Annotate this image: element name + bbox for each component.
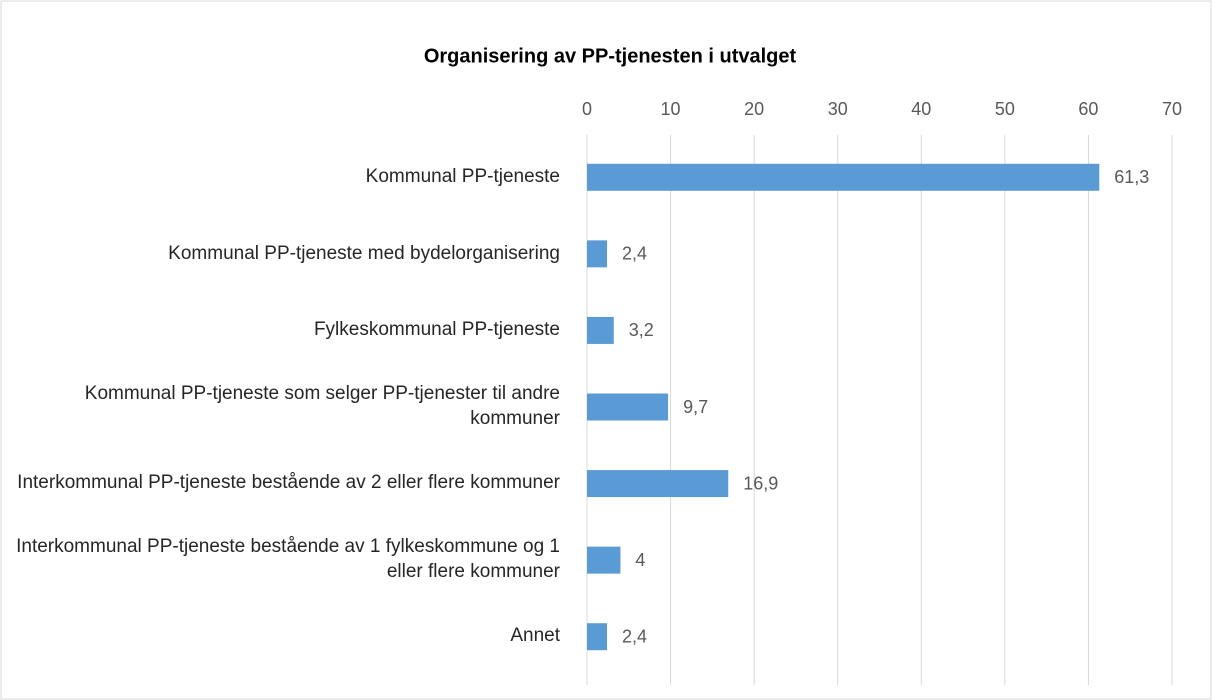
bar (587, 623, 608, 651)
x-tick-label: 10 (661, 99, 681, 119)
x-tick-label: 0 (582, 99, 592, 119)
bar (587, 163, 1100, 191)
bar (587, 546, 621, 574)
x-tick-label: 30 (828, 99, 848, 119)
x-tick-label: 50 (995, 99, 1015, 119)
value-label: 16,9 (743, 473, 778, 493)
bar (587, 393, 669, 421)
value-label: 3,2 (629, 320, 654, 340)
value-label: 2,4 (622, 244, 647, 264)
value-label: 61,3 (1114, 167, 1149, 187)
value-label: 4 (635, 550, 645, 570)
value-label: 2,4 (622, 626, 647, 646)
bar (587, 316, 614, 344)
x-tick-label: 70 (1162, 99, 1182, 119)
y-tick-label: Kommunal PP-tjeneste (365, 165, 560, 187)
y-tick-label: Interkommunal PP-tjeneste bestående av 2… (17, 472, 560, 494)
x-tick-label: 40 (911, 99, 931, 119)
y-tick-label: Interkommunal PP-tjeneste bestående av 1… (16, 536, 560, 583)
y-tick-label: Kommunal PP-tjeneste med bydelorganiseri… (168, 242, 560, 264)
x-tick-label: 20 (744, 99, 764, 119)
y-tick-label: Kommunal PP-tjeneste som selger PP-tjene… (84, 383, 560, 429)
y-tick-label: Annet (510, 625, 560, 647)
chart-title: Organisering av PP-tjenesten i utvalget (424, 45, 797, 67)
bar (587, 240, 608, 268)
y-tick-label: Fylkeskommunal PP-tjeneste (313, 319, 560, 341)
x-tick-label: 60 (1078, 99, 1098, 119)
bar (587, 470, 729, 498)
value-label: 9,7 (683, 397, 708, 417)
